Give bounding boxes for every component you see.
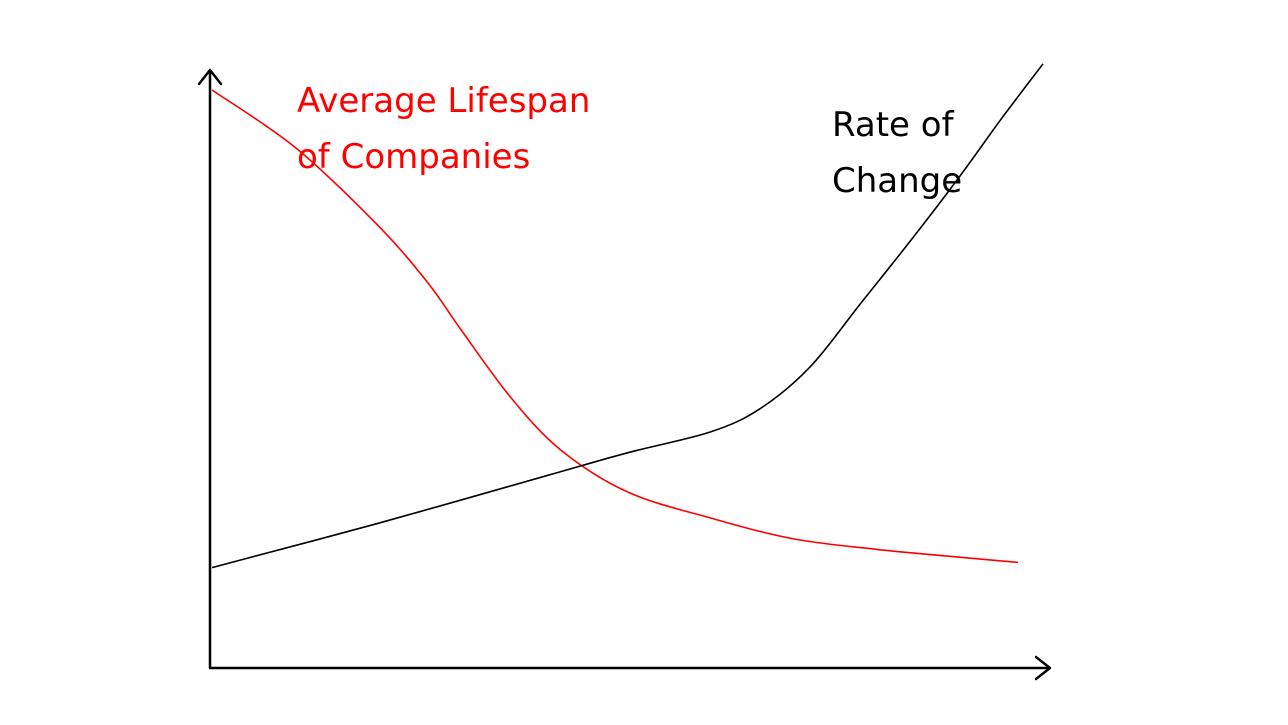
series-label-rate-of-change-line-2: Change [832,161,962,201]
x-axis-arrowhead [1034,655,1052,681]
series-line-rate-of-change [211,63,1044,569]
series-line-average-lifespan [211,89,1019,564]
y-axis-arrowhead [197,68,223,86]
series-label-rate-of-change-line-1: Rate of [832,105,955,145]
series-label-rate-of-change: Rate of Change [832,105,964,201]
series-label-average-lifespan-line-2: of Companies [297,137,530,177]
series-label-average-lifespan: Average Lifespan of Companies [297,81,601,177]
series-label-average-lifespan-line-1: Average Lifespan [297,81,590,121]
